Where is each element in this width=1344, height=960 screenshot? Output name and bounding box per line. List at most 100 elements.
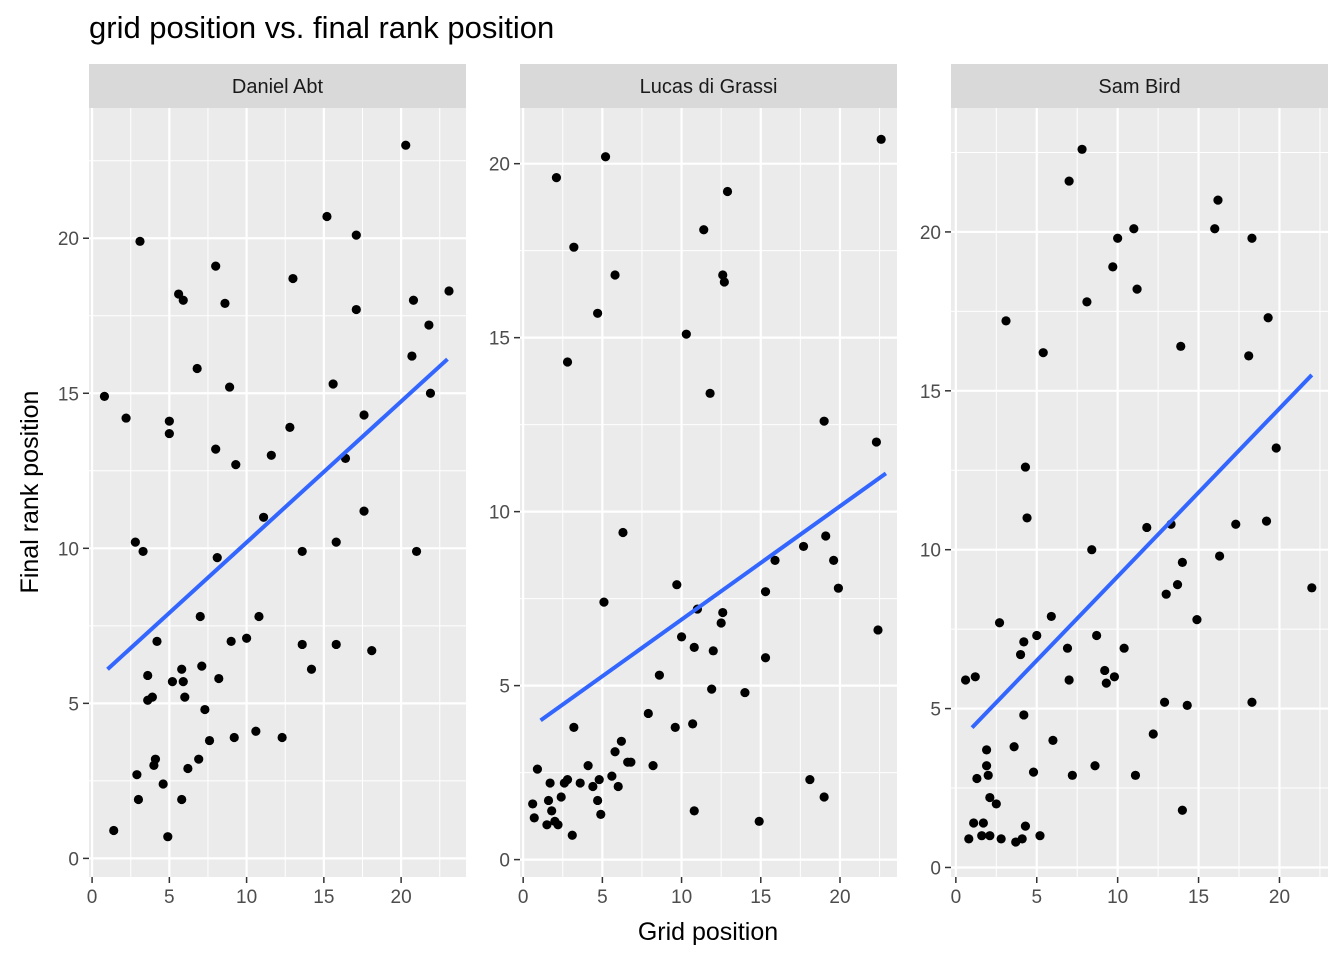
- panel-sam-bird: Sam Bird 0 5 10 15 20 0 5 10 15 20: [920, 64, 1328, 908]
- y-tick-label: 10: [58, 539, 79, 560]
- x-tick-label: 5: [164, 887, 175, 908]
- data-point: [1009, 742, 1019, 752]
- data-point: [969, 818, 979, 828]
- data-point: [401, 140, 411, 150]
- y-tick-label: 5: [499, 677, 510, 698]
- data-point: [367, 646, 377, 656]
- data-point: [121, 413, 131, 423]
- data-point: [211, 261, 221, 271]
- data-point: [1214, 551, 1225, 561]
- data-point: [1213, 195, 1223, 205]
- y-tick-label: 20: [58, 229, 79, 250]
- data-points: [528, 134, 886, 840]
- data-point: [425, 388, 436, 398]
- data-point: [594, 774, 604, 785]
- data-point: [359, 506, 369, 516]
- data-point: [147, 692, 157, 702]
- data-point: [596, 809, 606, 819]
- data-point: [177, 794, 187, 805]
- data-point: [1247, 233, 1257, 243]
- data-point: [1247, 697, 1257, 707]
- data-point: [266, 450, 276, 460]
- data-point: [1015, 649, 1026, 660]
- data-point: [705, 388, 715, 398]
- data-point: [99, 391, 110, 401]
- data-point: [569, 242, 579, 252]
- data-point: [143, 670, 153, 681]
- data-point: [1032, 630, 1042, 641]
- data-point: [1129, 224, 1139, 234]
- data-point: [760, 653, 771, 663]
- data-point: [241, 633, 252, 643]
- trend-line: [970, 373, 1314, 730]
- trend-line: [539, 471, 888, 723]
- data-point: [819, 792, 829, 802]
- data-point: [985, 831, 995, 841]
- data-point: [676, 632, 687, 642]
- data-point: [1130, 770, 1141, 780]
- data-point: [178, 295, 188, 305]
- data-point: [1263, 313, 1273, 323]
- data-point: [1022, 513, 1032, 523]
- y-tick-label: 5: [930, 700, 941, 721]
- panel-strip: [89, 64, 466, 108]
- data-point: [529, 813, 539, 823]
- data-point: [150, 754, 161, 764]
- data-point: [977, 831, 987, 841]
- data-point: [618, 527, 628, 538]
- data-point: [583, 761, 593, 771]
- data-points: [960, 144, 1317, 847]
- data-point: [553, 820, 563, 830]
- data-point: [1176, 341, 1186, 351]
- data-point: [718, 607, 728, 618]
- data-point: [1177, 557, 1187, 568]
- data-point: [588, 781, 598, 792]
- y-tick-label: 0: [499, 851, 510, 872]
- x-tick-label: 10: [671, 887, 692, 908]
- data-point: [981, 745, 992, 755]
- x-tick-label: 15: [313, 887, 334, 908]
- data-point: [277, 732, 287, 743]
- data-point: [197, 661, 207, 671]
- data-point: [1001, 316, 1011, 326]
- data-point: [359, 410, 369, 420]
- data-point: [719, 277, 729, 287]
- y-tick-label: 20: [920, 223, 941, 244]
- data-point: [996, 834, 1006, 844]
- data-points: [99, 140, 454, 842]
- data-point: [1182, 700, 1192, 711]
- x-tick-label: 15: [750, 887, 771, 908]
- data-point: [964, 834, 974, 844]
- x-tick-label: 0: [951, 887, 962, 908]
- y-tick-label: 0: [68, 849, 79, 870]
- y-tick-label: 5: [68, 694, 79, 715]
- y-tick-label: 10: [489, 503, 510, 524]
- data-point: [351, 304, 361, 315]
- data-point: [648, 761, 658, 771]
- data-point: [1082, 297, 1092, 307]
- data-point: [1159, 697, 1170, 707]
- data-point: [643, 708, 653, 719]
- data-point: [231, 459, 241, 470]
- y-tick-label: 10: [920, 541, 941, 562]
- data-point: [528, 799, 538, 809]
- panel-strip-label: Sam Bird: [1098, 76, 1180, 98]
- data-point: [180, 692, 190, 702]
- panel-daniel-abt: Daniel Abt 0 5 10 15 20 0 5 10 15 20: [58, 64, 466, 908]
- data-point: [545, 778, 555, 788]
- data-point: [1100, 665, 1110, 676]
- panel-lucas-di-grassi: Lucas di Grassi 0 5 10 15 20 0 5 10 15 20: [489, 64, 897, 908]
- x-tick-label: 10: [236, 887, 257, 908]
- data-point: [1108, 262, 1118, 272]
- data-point: [194, 754, 204, 764]
- data-point: [1119, 643, 1129, 653]
- data-point: [424, 320, 434, 330]
- data-point: [178, 677, 188, 687]
- panel-strip-label: Daniel Abt: [232, 76, 324, 98]
- data-point: [562, 357, 573, 367]
- data-point: [200, 704, 210, 715]
- data-point: [177, 664, 187, 674]
- data-point: [183, 763, 193, 774]
- data-point: [331, 537, 341, 547]
- data-point: [978, 818, 988, 828]
